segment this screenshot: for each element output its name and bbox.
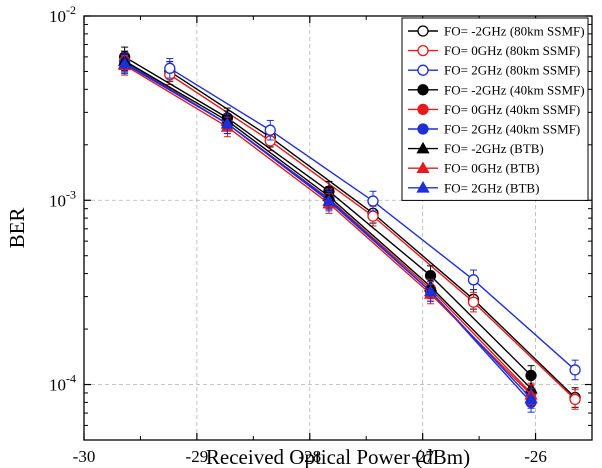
- legend-label: FO= 0GHz (BTB): [444, 161, 539, 176]
- legend-marker: [417, 103, 429, 116]
- plot-frame: [83, 15, 593, 441]
- legend-item: FO= 0GHz (BTB): [408, 161, 539, 176]
- legend-label: FO= -2GHz (80km SSMF): [444, 24, 585, 39]
- legend-marker: [416, 161, 430, 174]
- data-point: [524, 391, 538, 404]
- legend-item: FO= -2GHz (80km SSMF): [408, 24, 585, 39]
- data-point: [569, 364, 581, 376]
- legend-label: FO= 0GHz (40km SSMF): [444, 102, 580, 117]
- y-axis-title: BER: [5, 208, 29, 249]
- legend-item: FO= 2GHz (80km SSMF): [408, 63, 580, 78]
- legend-marker: [417, 64, 429, 76]
- x-tick-label: -28: [298, 447, 321, 466]
- data-point: [367, 210, 379, 222]
- legend-item: FO= -2GHz (40km SSMF): [408, 82, 585, 97]
- data-point: [322, 194, 336, 206]
- plot-series: [118, 46, 581, 413]
- data-point: [467, 274, 480, 286]
- legend-marker: [417, 123, 429, 135]
- series-9: [118, 53, 538, 409]
- legend-item: FO= 2GHz (BTB): [408, 180, 539, 195]
- y-tick-label: 10-4: [49, 372, 76, 395]
- x-tick-label: -26: [524, 447, 547, 466]
- legend-label: FO= -2GHz (BTB): [444, 141, 544, 156]
- legend-label: FO= 2GHz (80km SSMF): [444, 63, 580, 78]
- data-point: [423, 284, 438, 297]
- data-point: [264, 124, 276, 136]
- legend-label: FO= -2GHz (40km SSMF): [444, 82, 585, 97]
- data-point: [569, 393, 581, 406]
- legend-label: FO= 0GHz (80km SSMF): [444, 43, 580, 58]
- axes: -30 -29 -28 -27 -26 10-4 10-3 10-2: [49, 3, 592, 466]
- legend-item: FO= 0GHz (80km SSMF): [408, 43, 580, 58]
- x-tick-label: -27: [411, 447, 434, 466]
- data-point: [467, 296, 480, 308]
- series-3: [164, 58, 581, 381]
- x-tick-label: -29: [186, 447, 209, 466]
- data-point: [164, 62, 176, 74]
- data-point: [367, 195, 379, 207]
- legend-item: FO= 2GHz (40km SSMF): [408, 122, 580, 137]
- legend-marker: [417, 44, 429, 57]
- y-tick-label: 10-3: [49, 187, 76, 210]
- legend-label: FO= 2GHz (40km SSMF): [444, 122, 580, 137]
- legend-item: FO= -2GHz (BTB): [408, 141, 544, 156]
- x-axis-title: Received Optical Power (dBm): [206, 445, 470, 468]
- legend-marker: [416, 181, 430, 193]
- legend-marker: [417, 25, 429, 37]
- x-tick-label: -30: [73, 447, 96, 466]
- legend[interactable]: FO= -2GHz (80km SSMF) FO= 0GHz (80km SSMF…: [401, 17, 589, 201]
- legend-marker: [417, 84, 429, 96]
- y-tick-label: 10-2: [49, 3, 76, 26]
- legend-item: FO= 0GHz (40km SSMF): [408, 102, 580, 117]
- data-point: [118, 57, 132, 69]
- data-point: [220, 117, 234, 129]
- legend-marker: [416, 141, 430, 154]
- legend-label: FO= 2GHz (BTB): [444, 180, 539, 195]
